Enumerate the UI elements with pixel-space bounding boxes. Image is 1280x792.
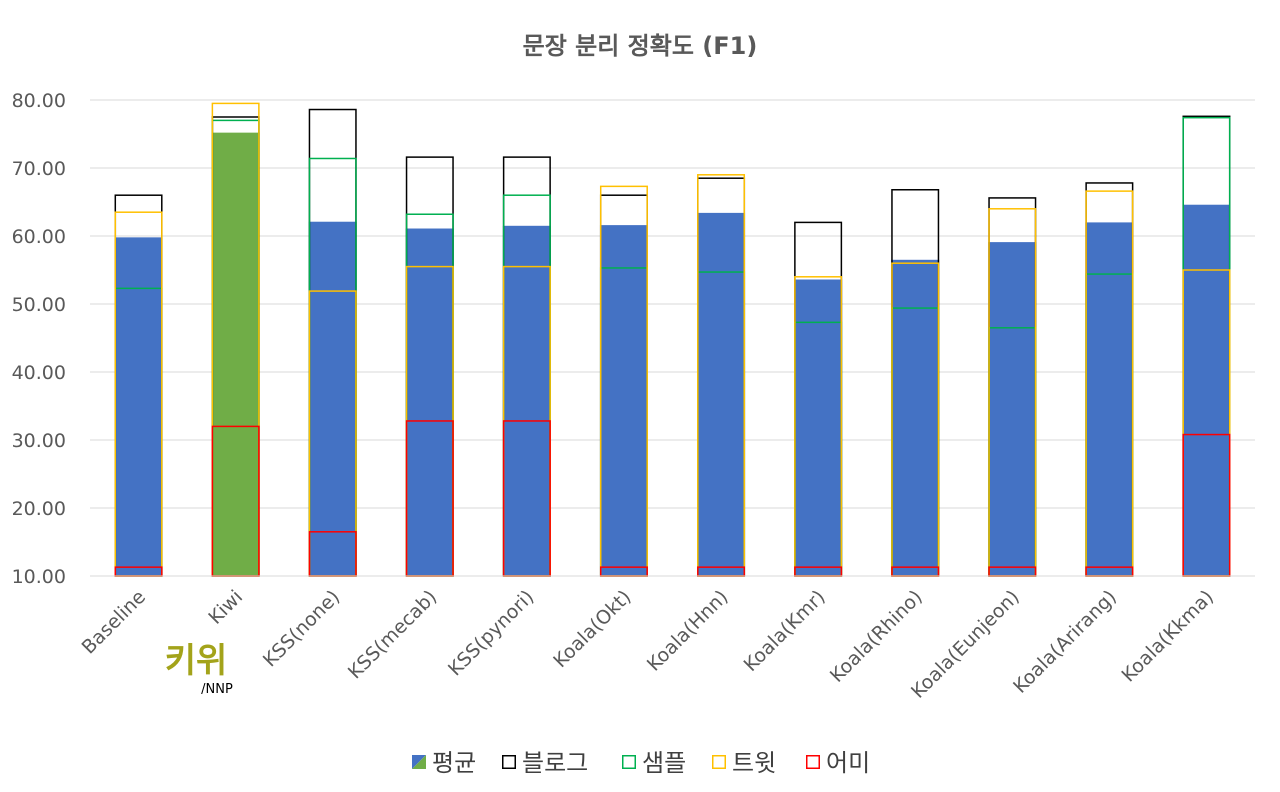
legend-swatch [622, 755, 636, 769]
y-tick-label: 30.00 [12, 430, 66, 452]
bar-average [599, 225, 648, 576]
x-tick-label: Koala(Arirang) [1009, 586, 1121, 698]
legend-label: 트윗 [732, 749, 776, 777]
gridlines [90, 99, 1255, 509]
x-tick-label: Koala(Okt) [549, 586, 635, 672]
legend-item: 평균 [412, 749, 476, 777]
bar-group [599, 185, 648, 577]
bar-average [405, 228, 454, 576]
bar-average [794, 279, 843, 576]
bars [114, 102, 1231, 577]
bar-group [794, 221, 843, 577]
y-tick-label: 40.00 [12, 362, 66, 384]
bar-group [697, 174, 746, 577]
legend-swatch [412, 755, 426, 769]
y-axis-ticks: 10.00 20.00 30.00 40.00 50.00 60.00 70.00 80.00 [12, 90, 66, 588]
kiwi-logo-subtext: /NNP [201, 682, 233, 697]
legend-item: 어미 [806, 749, 870, 777]
y-tick-label: 60.00 [12, 226, 66, 248]
x-tick-label: Koala(Kmr) [740, 586, 830, 676]
legend-label: 어미 [826, 749, 870, 777]
legend-swatch [806, 755, 820, 769]
x-tick-label: KSS(pynori) [444, 586, 538, 680]
legend-item: 샘플 [622, 749, 686, 777]
chart-title: 문장 분리 정확도 (F1) [523, 32, 758, 60]
bar-group [1182, 115, 1231, 577]
legend-swatch [712, 755, 726, 769]
legend-label: 블로그 [522, 749, 588, 777]
legend: 평균 블로그 샘플 트윗 어미 [412, 749, 870, 777]
bar-group [988, 197, 1037, 577]
x-tick-label: Koala(Rhino) [826, 586, 927, 687]
x-tick-label: Koala(Hnn) [643, 586, 733, 676]
bar-group [502, 156, 551, 577]
y-tick-label: 50.00 [12, 294, 66, 316]
bar-average [1182, 204, 1231, 576]
bar-average [502, 225, 551, 577]
bar-average [308, 221, 357, 576]
bar-group [211, 102, 260, 577]
x-tick-label: KSS(none) [259, 586, 344, 671]
x-tick-label: Koala(Kkma) [1117, 586, 1218, 687]
bar-average [114, 237, 163, 577]
y-tick-label: 80.00 [12, 90, 66, 112]
bar-average [697, 212, 746, 576]
bar-average [891, 259, 940, 576]
y-tick-label: 10.00 [12, 566, 66, 588]
kiwi-logo: 키위 /NNP [165, 641, 233, 697]
bar-group [891, 189, 940, 577]
bar-group [114, 194, 163, 577]
x-tick-label: Kiwi [204, 586, 247, 629]
x-axis-labels: Baseline Kiwi KSS(none) KSS(mecab) KSS(pynor… [78, 586, 1218, 703]
legend-label: 평균 [432, 749, 476, 777]
bar-group [1085, 182, 1134, 577]
bar-average [1085, 222, 1134, 576]
bar-average [988, 242, 1037, 576]
bar-group [308, 108, 357, 577]
legend-label: 샘플 [642, 749, 686, 777]
legend-swatch [502, 755, 516, 769]
x-tick-label: Baseline [78, 586, 151, 659]
bar-average [211, 132, 260, 576]
bar-group [405, 156, 454, 577]
y-tick-label: 70.00 [12, 158, 66, 180]
legend-item: 트윗 [712, 749, 776, 777]
x-tick-label: KSS(mecab) [344, 586, 441, 683]
kiwi-logo-text: 키위 [165, 641, 228, 681]
y-tick-label: 20.00 [12, 498, 66, 520]
legend-item: 블로그 [502, 749, 588, 777]
